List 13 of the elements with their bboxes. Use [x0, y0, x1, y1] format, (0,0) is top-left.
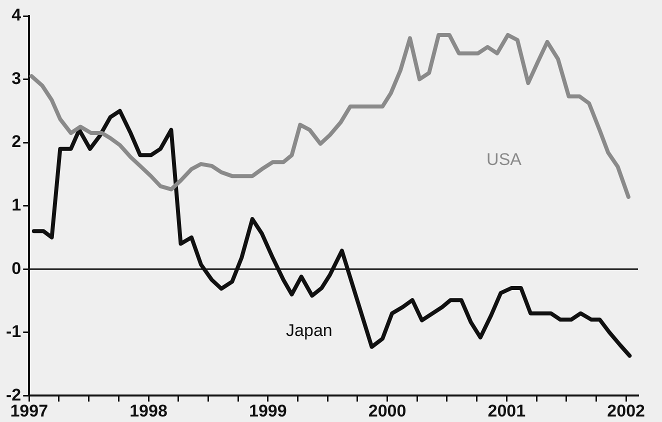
y-tick-label: 0	[12, 258, 22, 278]
y-tick-label: -1	[6, 322, 22, 342]
y-tick-label: 2	[12, 132, 22, 152]
x-tick-label: 2001	[488, 401, 526, 420]
text: USA	[486, 150, 522, 169]
x-tick-label: 2002	[607, 401, 645, 420]
x-tick-label: 1998	[130, 401, 168, 420]
y-tick-label: 3	[12, 68, 22, 88]
y-tick-label: 4	[12, 6, 22, 25]
series-label: Japan	[286, 320, 332, 340]
y-tick-label: 1	[12, 195, 22, 214]
x-tick-label: 1999	[248, 401, 287, 420]
x-tick-label: 2000	[368, 401, 406, 420]
